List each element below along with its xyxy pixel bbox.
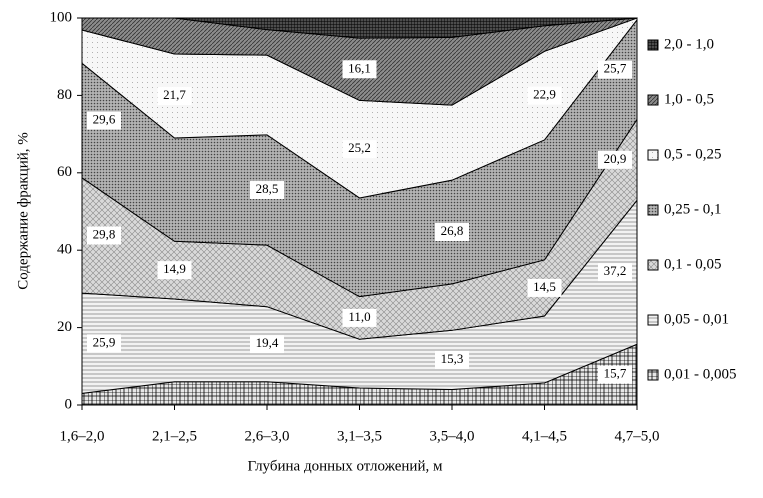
- legend-swatch-pattern: [647, 259, 659, 271]
- legend-label: 2,0 - 1,0: [664, 36, 714, 52]
- data-label: 22,9: [533, 87, 556, 102]
- label-box: [527, 86, 562, 105]
- legend-label: 0,05 - 0,01: [664, 311, 729, 327]
- data-label: 26,8: [441, 223, 464, 238]
- data-label: 19,4: [256, 335, 279, 350]
- y-axis-title: Содержание фракций, %: [15, 132, 31, 290]
- x-tick-label: 1,6–2,0: [60, 428, 105, 444]
- label-box: [435, 223, 469, 242]
- x-tick-label: 2,6–3,0: [245, 428, 290, 444]
- x-tick-label: 3,1–3,5: [337, 428, 382, 444]
- label-box: [250, 335, 284, 354]
- data-label: 11,0: [348, 309, 370, 324]
- data-label: 15,7: [604, 366, 627, 381]
- legend-swatch-pattern: [647, 94, 659, 106]
- y-tick-label: 40: [57, 242, 72, 258]
- data-label: 25,9: [93, 334, 116, 349]
- x-tick-label: 4,1–4,5: [522, 428, 567, 444]
- label-box: [250, 181, 284, 200]
- legend-swatch-pattern: [647, 314, 659, 326]
- data-label: 20,9: [604, 151, 627, 166]
- label-box: [87, 226, 121, 245]
- legend-label: 1,0 - 0,5: [664, 91, 714, 107]
- legend-swatch-pattern: [647, 39, 659, 51]
- data-label: 28,5: [256, 181, 279, 196]
- label-box: [157, 261, 192, 280]
- label-box: [598, 60, 632, 79]
- y-tick-label: 20: [57, 319, 72, 335]
- label-box: [598, 150, 632, 169]
- label-box: [342, 60, 377, 79]
- label-box: [598, 263, 632, 282]
- legend-swatch-pattern: [647, 204, 659, 216]
- label-box: [527, 278, 562, 297]
- data-label: 16,1: [348, 60, 371, 75]
- data-label: 37,2: [604, 263, 627, 278]
- data-label: 25,2: [348, 140, 371, 155]
- legend-label: 0,25 - 0,1: [664, 201, 722, 217]
- legend-label: 0,01 - 0,005: [664, 366, 737, 382]
- data-label: 15,3: [441, 351, 464, 366]
- y-tick-label: 100: [50, 9, 73, 25]
- legend-label: 0,5 - 0,25: [664, 146, 722, 162]
- label-box: [342, 308, 377, 327]
- data-label: 29,8: [93, 226, 116, 241]
- label-box: [342, 140, 377, 159]
- label-box: [87, 334, 121, 353]
- x-tick-label: 3,5–4,0: [430, 428, 475, 444]
- label-box: [435, 350, 469, 369]
- data-label: 14,9: [163, 261, 186, 276]
- data-label: 29,6: [93, 112, 116, 127]
- y-tick-label: 0: [65, 396, 73, 412]
- x-axis-title: Глубина донных отложений, м: [248, 458, 443, 474]
- label-box: [157, 86, 192, 105]
- y-tick-label: 80: [57, 87, 72, 103]
- legend-swatch-pattern: [647, 149, 659, 161]
- x-tick-label: 2,1–2,5: [152, 428, 197, 444]
- x-tick-label: 4,7–5,0: [615, 428, 660, 444]
- data-label: 21,7: [163, 87, 186, 102]
- data-label: 25,7: [604, 61, 627, 76]
- legend-label: 0,1 - 0,05: [664, 256, 722, 272]
- label-box: [598, 365, 632, 384]
- y-tick-label: 60: [57, 164, 72, 180]
- label-box: [87, 111, 121, 130]
- data-label: 14,5: [533, 279, 556, 294]
- legend-swatch-pattern: [647, 369, 659, 381]
